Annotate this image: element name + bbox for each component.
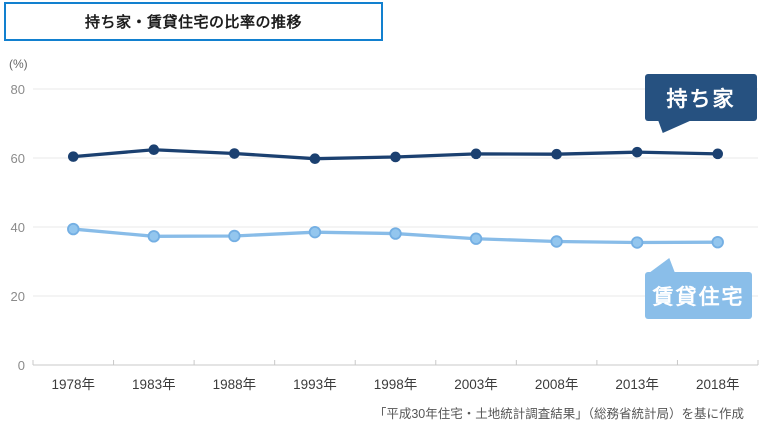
y-tick-label-0: 0 — [17, 357, 25, 373]
data-point — [712, 148, 724, 160]
data-point — [390, 151, 401, 163]
x-tick-label-7: 2008年 — [534, 377, 579, 392]
chart-title: 持ち家・賃貸住宅の比率の推移 — [84, 14, 302, 31]
x-tick-label-8: 2013年 — [615, 377, 659, 392]
y-tick-label-20: 20 — [10, 288, 25, 304]
chart-title-box: 持ち家・賃貸住宅の比率の推移 — [4, 2, 383, 41]
x-tick-label-6: 2003年 — [454, 377, 498, 392]
data-point — [67, 151, 79, 162]
data-point — [148, 144, 160, 156]
data-point — [228, 229, 241, 243]
y-tick-label-60: 60 — [10, 150, 25, 166]
owner-series-label: 持ち家 — [666, 87, 736, 111]
data-point — [630, 236, 644, 249]
data-point — [147, 230, 161, 243]
data-point — [229, 148, 240, 159]
data-point — [631, 146, 643, 158]
rental-series-callout: 賃貸住宅 — [645, 272, 752, 319]
owner-series-callout: 持ち家 — [645, 74, 757, 121]
x-tick-label-1: 1978年 — [51, 377, 96, 392]
data-point — [308, 225, 322, 239]
data-point — [389, 227, 402, 240]
data-point — [470, 148, 482, 160]
data-point — [711, 235, 724, 249]
x-tick-label-9: 2018年 — [695, 377, 740, 392]
data-point — [67, 222, 80, 236]
x-tick-label-3: 1988年 — [212, 377, 257, 392]
y-tick-label-80: 80 — [10, 81, 25, 97]
x-tick-label-2: 1983年 — [132, 377, 176, 392]
y-tick-label-40: 40 — [10, 219, 25, 235]
y-axis-unit-label: (%) — [9, 57, 28, 71]
x-tick-label-4: 1993年 — [293, 377, 337, 392]
data-point — [309, 153, 321, 164]
source-note: 「平成30年住宅・土地統計調査結果」（総務省統計局）を基に作成 — [373, 407, 744, 421]
rental-series-label: 賃貸住宅 — [652, 285, 745, 309]
x-tick-label-5: 1998年 — [373, 377, 418, 392]
data-point — [469, 232, 483, 245]
data-point — [551, 148, 562, 160]
data-point — [550, 235, 563, 248]
